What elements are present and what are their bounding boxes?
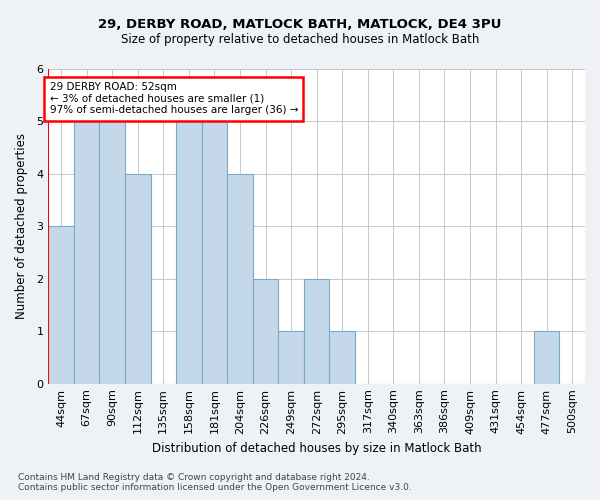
Text: Contains HM Land Registry data © Crown copyright and database right 2024.
Contai: Contains HM Land Registry data © Crown c…: [18, 473, 412, 492]
Bar: [202, 122, 227, 384]
Bar: [227, 174, 253, 384]
Bar: [329, 331, 355, 384]
Bar: [534, 331, 559, 384]
Bar: [304, 279, 329, 384]
Bar: [100, 122, 125, 384]
Bar: [278, 331, 304, 384]
X-axis label: Distribution of detached houses by size in Matlock Bath: Distribution of detached houses by size …: [152, 442, 481, 455]
Text: 29, DERBY ROAD, MATLOCK BATH, MATLOCK, DE4 3PU: 29, DERBY ROAD, MATLOCK BATH, MATLOCK, D…: [98, 18, 502, 30]
Text: Size of property relative to detached houses in Matlock Bath: Size of property relative to detached ho…: [121, 32, 479, 46]
Text: 29 DERBY ROAD: 52sqm
← 3% of detached houses are smaller (1)
97% of semi-detache: 29 DERBY ROAD: 52sqm ← 3% of detached ho…: [50, 82, 298, 116]
Y-axis label: Number of detached properties: Number of detached properties: [15, 134, 28, 320]
Bar: [49, 226, 74, 384]
Bar: [74, 122, 100, 384]
Bar: [176, 122, 202, 384]
Bar: [125, 174, 151, 384]
Bar: [253, 279, 278, 384]
